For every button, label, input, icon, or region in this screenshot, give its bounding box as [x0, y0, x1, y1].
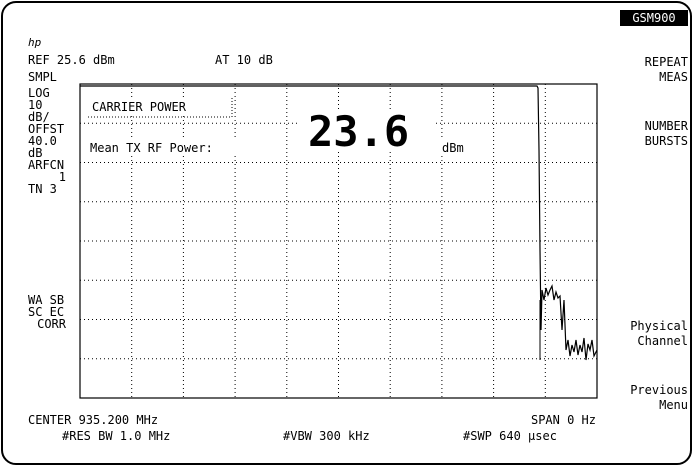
mode-badge: GSM900: [632, 11, 675, 25]
left-annotation: TN 3: [28, 182, 57, 196]
softkey-label[interactable]: NUMBER: [645, 119, 689, 133]
left-annotation: CORR: [37, 317, 67, 331]
softkey-label[interactable]: REPEAT: [645, 55, 688, 69]
measurement-label: Mean TX RF Power:: [90, 141, 213, 155]
label-backdrop: [86, 140, 276, 156]
left-annotation: ARFCN: [28, 158, 64, 172]
center-freq: CENTER 935.200 MHz: [28, 413, 158, 427]
hp-logo: hp: [28, 36, 42, 49]
mode-badge-bg: [620, 10, 688, 26]
ref-level: REF 25.6 dBm: [28, 53, 115, 67]
left-annotation: LOG: [28, 86, 50, 100]
softkey-label[interactable]: Physical: [630, 319, 688, 333]
softkey-label[interactable]: BURSTS: [645, 134, 688, 148]
softkey-label[interactable]: Previous: [630, 383, 688, 397]
measurement-value: 23.6: [308, 107, 409, 156]
value-backdrop: [300, 110, 436, 152]
left-annotation: WA SB: [28, 293, 64, 307]
softkey-label[interactable]: MEAS: [659, 70, 688, 84]
softkey-label[interactable]: Menu: [659, 398, 688, 412]
trace: [80, 85, 598, 361]
left-annotation: 1: [59, 170, 66, 184]
left-annotation: OFFST: [28, 122, 64, 136]
measurement-unit: dBm: [442, 141, 464, 155]
vbw: #VBW 300 kHz: [283, 429, 370, 443]
title-backdrop: [88, 98, 230, 114]
attenuation: AT 10 dB: [215, 53, 273, 67]
left-annotation: 10: [28, 98, 42, 112]
left-annotation: SC EC: [28, 305, 64, 319]
left-annotation: SMPL: [28, 70, 57, 84]
unit-backdrop: [440, 140, 480, 156]
left-annotation: dB/: [28, 110, 50, 124]
left-annotation: dB: [28, 146, 42, 160]
span: SPAN 0 Hz: [531, 413, 596, 427]
left-annotation: 40.0: [28, 134, 57, 148]
measurement-title: CARRIER POWER: [92, 100, 187, 114]
sweep-time: #SWP 640 µsec: [463, 429, 557, 443]
softkey-label[interactable]: Channel: [637, 334, 688, 348]
res-bw: #RES BW 1.0 MHz: [62, 429, 170, 443]
